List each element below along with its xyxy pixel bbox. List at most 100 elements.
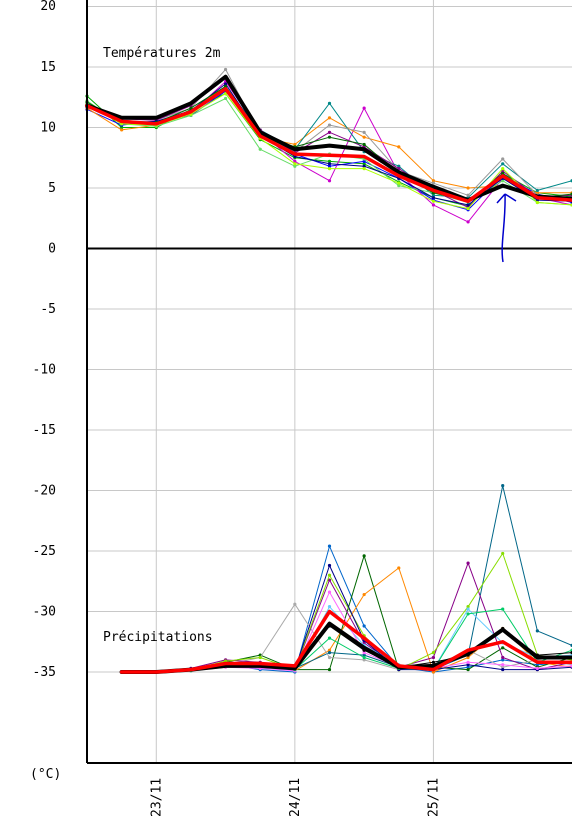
member-point bbox=[466, 605, 470, 609]
member-point bbox=[431, 655, 436, 660]
x-tick-label: 23/11 bbox=[149, 778, 164, 817]
main-lines bbox=[85, 87, 572, 674]
member-point bbox=[501, 646, 505, 650]
x-tick-labels: 23/11 24/11 25/11 bbox=[149, 778, 441, 817]
member-point bbox=[431, 660, 436, 664]
member-point bbox=[362, 554, 366, 558]
member-point bbox=[327, 544, 332, 548]
member-point bbox=[501, 179, 505, 183]
member-point bbox=[362, 159, 366, 163]
member-line bbox=[121, 565, 572, 673]
member-point bbox=[327, 636, 332, 640]
member-line bbox=[121, 567, 572, 673]
member-point bbox=[362, 655, 366, 660]
y-tick-label: -15 bbox=[33, 423, 56, 438]
member-point bbox=[535, 666, 539, 670]
member-point bbox=[327, 590, 332, 594]
member-point bbox=[431, 199, 436, 203]
member-point bbox=[327, 651, 332, 655]
member-point bbox=[501, 658, 505, 662]
member-point bbox=[466, 667, 470, 672]
main-line bbox=[85, 87, 572, 204]
member-point bbox=[327, 563, 332, 568]
member-point bbox=[327, 123, 332, 127]
member-point bbox=[120, 128, 124, 132]
member-point bbox=[362, 162, 366, 166]
member-point bbox=[535, 629, 539, 633]
y-tick-label: -30 bbox=[33, 605, 56, 620]
member-point bbox=[327, 164, 332, 168]
y-tick-label: 15 bbox=[40, 60, 56, 75]
member-point bbox=[501, 607, 505, 611]
member-point bbox=[501, 655, 505, 660]
member-point bbox=[501, 167, 505, 171]
y-tick-label: -35 bbox=[33, 665, 56, 680]
member-point bbox=[466, 660, 470, 664]
member-point bbox=[397, 145, 401, 149]
member-point bbox=[223, 96, 228, 101]
member-point bbox=[362, 653, 366, 657]
member-point bbox=[466, 206, 470, 211]
member-point bbox=[535, 188, 539, 193]
member-point bbox=[501, 665, 505, 669]
member-line bbox=[121, 545, 572, 673]
member-point bbox=[327, 648, 332, 652]
member-point bbox=[362, 658, 366, 662]
x-tick-label: 24/11 bbox=[288, 778, 303, 817]
member-point bbox=[466, 665, 470, 669]
member-point bbox=[327, 179, 332, 183]
member-point bbox=[327, 605, 332, 609]
member-line bbox=[86, 93, 572, 207]
member-lines bbox=[85, 67, 572, 674]
member-point bbox=[327, 573, 332, 577]
member-point bbox=[431, 181, 436, 185]
member-point bbox=[362, 651, 366, 655]
member-point bbox=[327, 667, 332, 672]
member-point bbox=[466, 612, 470, 616]
y-tick-label: 0 bbox=[48, 242, 56, 257]
member-line bbox=[86, 90, 572, 211]
member-point bbox=[293, 602, 297, 606]
member-point bbox=[466, 220, 470, 224]
member-point bbox=[223, 84, 228, 88]
member-point bbox=[466, 203, 470, 207]
main-line bbox=[119, 609, 572, 674]
y-tick-label: -10 bbox=[33, 363, 56, 378]
member-point bbox=[501, 551, 505, 556]
member-point bbox=[293, 159, 297, 163]
member-point bbox=[223, 92, 228, 96]
member-point bbox=[362, 641, 366, 645]
y-tick-label: 20 bbox=[40, 0, 56, 14]
member-point bbox=[223, 67, 228, 72]
member-point bbox=[293, 142, 297, 147]
member-point bbox=[327, 578, 332, 582]
member-point bbox=[397, 181, 401, 185]
member-point bbox=[223, 82, 228, 86]
member-point bbox=[189, 106, 193, 110]
member-point bbox=[466, 607, 470, 611]
y-tick-label: -5 bbox=[40, 302, 56, 317]
member-point bbox=[293, 162, 297, 166]
member-point bbox=[397, 566, 401, 570]
member-point bbox=[535, 191, 539, 195]
y-tick-label: -20 bbox=[33, 484, 56, 499]
member-point bbox=[327, 159, 332, 163]
member-point bbox=[466, 655, 470, 660]
member-point bbox=[362, 167, 366, 171]
member-point bbox=[120, 125, 124, 130]
member-point bbox=[431, 179, 436, 183]
member-point bbox=[362, 624, 366, 628]
member-point bbox=[431, 651, 436, 655]
member-point bbox=[327, 162, 332, 166]
member-point bbox=[327, 116, 332, 120]
member-point bbox=[501, 484, 505, 488]
member-point bbox=[362, 164, 366, 168]
member-line bbox=[86, 93, 572, 210]
member-point bbox=[501, 162, 505, 166]
member-point bbox=[362, 106, 366, 110]
unit-label: (°C) bbox=[30, 767, 61, 782]
member-point bbox=[535, 200, 539, 205]
member-point bbox=[362, 142, 366, 147]
hand-drawn-arrow-annotation bbox=[496, 193, 517, 263]
member-point bbox=[466, 186, 470, 190]
